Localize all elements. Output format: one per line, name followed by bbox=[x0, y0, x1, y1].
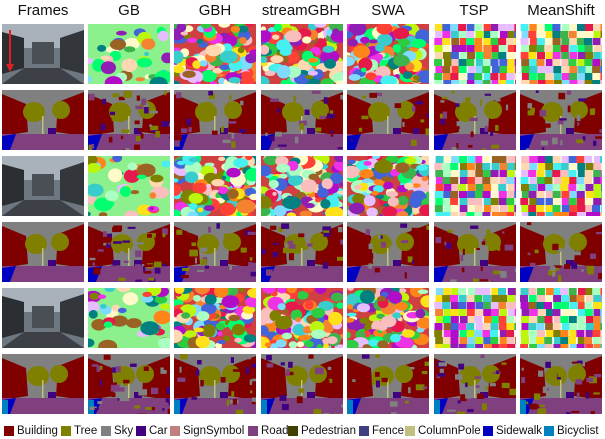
column-header-meanshift: MeanShift bbox=[527, 2, 595, 19]
result-image bbox=[2, 354, 84, 414]
result-image bbox=[520, 354, 602, 414]
legend-swatch bbox=[101, 426, 111, 436]
result-image bbox=[261, 288, 343, 348]
result-image bbox=[261, 156, 343, 216]
legend-item-fence: Fence bbox=[359, 424, 404, 438]
column-header-gb: GB bbox=[118, 2, 140, 19]
legend-swatch bbox=[170, 426, 180, 436]
legend-swatch bbox=[359, 426, 369, 436]
column-header-frames: Frames bbox=[17, 2, 69, 19]
result-image bbox=[2, 156, 84, 216]
legend-swatch bbox=[61, 426, 71, 436]
result-image bbox=[174, 156, 256, 216]
result-image bbox=[88, 90, 170, 150]
legend-item-columnpole: ColumnPole bbox=[405, 424, 481, 438]
result-image bbox=[2, 222, 84, 282]
legend-swatch bbox=[483, 426, 493, 436]
legend-item-pedestrian: Pedestrian bbox=[288, 424, 356, 438]
result-image bbox=[2, 288, 84, 348]
legend-swatch bbox=[4, 426, 14, 436]
legend-label: Bicyclist bbox=[557, 425, 599, 437]
column-header-gbh: GBH bbox=[198, 2, 232, 19]
result-image bbox=[347, 90, 429, 150]
result-image bbox=[347, 156, 429, 216]
result-image bbox=[520, 156, 602, 216]
result-image bbox=[347, 24, 429, 84]
result-image bbox=[174, 354, 256, 414]
result-image bbox=[520, 288, 602, 348]
legend-item-sky: Sky bbox=[101, 424, 133, 438]
result-image bbox=[347, 288, 429, 348]
legend-item-tree: Tree bbox=[61, 424, 97, 438]
result-image bbox=[88, 222, 170, 282]
result-image bbox=[88, 288, 170, 348]
result-image bbox=[174, 222, 256, 282]
result-image bbox=[434, 222, 516, 282]
legend-label: Sidewalk bbox=[496, 425, 543, 437]
result-image bbox=[174, 288, 256, 348]
result-image bbox=[434, 90, 516, 150]
legend-label: Pedestrian bbox=[301, 425, 356, 437]
legend-item-car: Car bbox=[136, 424, 168, 438]
result-image bbox=[347, 354, 429, 414]
result-image bbox=[174, 24, 256, 84]
result-image bbox=[520, 24, 602, 84]
result-image bbox=[520, 90, 602, 150]
column-header-tsp: TSP bbox=[459, 2, 489, 19]
result-image bbox=[88, 156, 170, 216]
result-image bbox=[174, 90, 256, 150]
class-legend: Building Tree Sky Car SignSymbol Road Pe… bbox=[0, 420, 605, 439]
legend-item-signsymbol: SignSymbol bbox=[170, 424, 244, 438]
legend-label: ColumnPole bbox=[418, 425, 481, 437]
result-image bbox=[2, 90, 84, 150]
result-image bbox=[261, 354, 343, 414]
legend-swatch bbox=[544, 426, 554, 436]
result-image bbox=[261, 222, 343, 282]
legend-item-sidewalk: Sidewalk bbox=[483, 424, 542, 438]
result-image bbox=[520, 222, 602, 282]
legend-item-road: Road bbox=[248, 424, 289, 438]
result-image bbox=[434, 288, 516, 348]
legend-swatch bbox=[248, 426, 258, 436]
result-image bbox=[261, 24, 343, 84]
legend-label: Building bbox=[17, 425, 58, 437]
result-image bbox=[261, 90, 343, 150]
column-header-streamgbh: streamGBH bbox=[261, 2, 341, 19]
legend-label: SignSymbol bbox=[183, 425, 245, 437]
legend-swatch bbox=[405, 426, 415, 436]
result-image bbox=[347, 222, 429, 282]
result-image bbox=[434, 354, 516, 414]
legend-label: Tree bbox=[74, 425, 98, 437]
legend-label: Road bbox=[261, 425, 289, 437]
legend-swatch bbox=[136, 426, 146, 436]
legend-label: Fence bbox=[372, 425, 404, 437]
legend-item-building: Building bbox=[4, 424, 58, 438]
column-header-swa: SWA bbox=[371, 2, 405, 19]
result-image bbox=[434, 156, 516, 216]
result-image bbox=[434, 24, 516, 84]
legend-item-bicyclist: Bicyclist bbox=[544, 424, 599, 438]
result-image bbox=[2, 24, 84, 84]
legend-swatch bbox=[288, 426, 298, 436]
legend-label: Sky bbox=[114, 425, 134, 437]
result-image bbox=[88, 24, 170, 84]
legend-label: Car bbox=[149, 425, 168, 437]
result-image bbox=[88, 354, 170, 414]
